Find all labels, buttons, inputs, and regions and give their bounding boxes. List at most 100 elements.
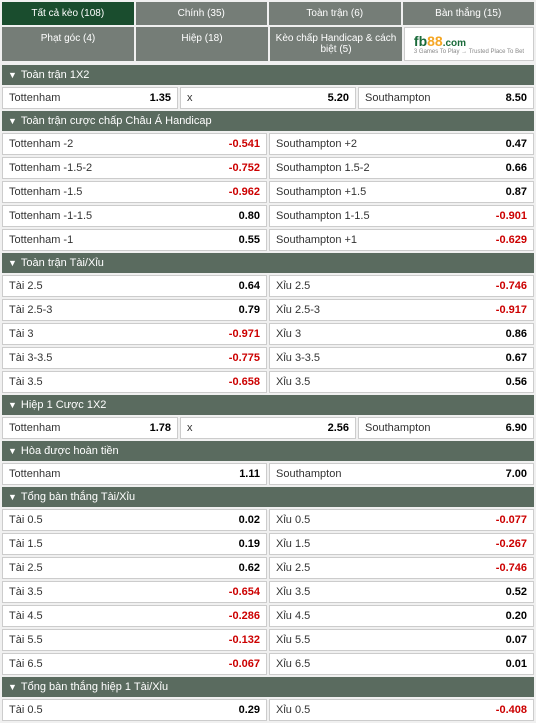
bet-odds: -0.629 (496, 234, 527, 246)
section-header[interactable]: ▼Hiệp 1 Cược 1X2 (2, 395, 534, 415)
bet-label: Tottenham (9, 468, 60, 480)
bet-cell[interactable]: Tài 5.5-0.132 (2, 629, 267, 651)
bet-odds: -0.286 (229, 610, 260, 622)
logo-box: fb88.com3 Games To Play → Trusted Place … (404, 27, 534, 61)
bet-cell[interactable]: Southampton +1 -0.629 (269, 229, 534, 251)
sections-container: ▼Toàn trận 1X2Tottenham1.35x5.20Southamp… (0, 65, 536, 721)
bet-odds: 0.29 (239, 704, 260, 716)
bet-odds: 0.67 (506, 352, 527, 364)
bet-cell[interactable]: Xỉu 0.5-0.408 (269, 699, 534, 721)
section-1: ▼Toàn trận cược chấp Châu Á HandicapTott… (2, 111, 534, 251)
bet-row: Tottenham -1.5-0.962Southampton +1.50.87 (2, 181, 534, 203)
bet-cell[interactable]: x5.20 (180, 87, 356, 109)
tab-2[interactable]: Toàn trận (6) (269, 2, 401, 25)
section-header[interactable]: ▼Tổng bàn thắng hiệp 1 Tài/Xỉu (2, 677, 534, 697)
section-header[interactable]: ▼Toàn trận cược chấp Châu Á Handicap (2, 111, 534, 131)
bet-cell[interactable]: Xỉu 2.5-3-0.917 (269, 299, 534, 321)
bet-label: Southampton (276, 468, 341, 480)
tab2-1[interactable]: Hiệp (18) (136, 27, 268, 61)
bet-cell[interactable]: Southampton +20.47 (269, 133, 534, 155)
section-header[interactable]: ▼Toàn trận 1X2 (2, 65, 534, 85)
bet-label: Tài 0.5 (9, 704, 43, 716)
tabs-row-1: Tất cả kèo (108)Chính (35)Toàn trận (6)B… (0, 0, 536, 27)
bet-cell[interactable]: Tottenham1.78 (2, 417, 178, 439)
tab-1[interactable]: Chính (35) (136, 2, 268, 25)
bet-cell[interactable]: Southampton 1-1.5-0.901 (269, 205, 534, 227)
tab2-0[interactable]: Phạt góc (4) (2, 27, 134, 61)
bet-cell[interactable]: Southampton +1.50.87 (269, 181, 534, 203)
bet-cell[interactable]: Tài 3-3.5-0.775 (2, 347, 267, 369)
tab-0[interactable]: Tất cả kèo (108) (2, 2, 134, 25)
bet-cell[interactable]: Southampton 1.5-20.66 (269, 157, 534, 179)
tab2-2[interactable]: Kèo chấp Handicap & cách biệt (5) (270, 27, 402, 61)
bet-label: Tài 3.5 (9, 586, 43, 598)
bet-cell[interactable]: Tottenham1.11 (2, 463, 267, 485)
bet-cell[interactable]: Xỉu 0.5-0.077 (269, 509, 534, 531)
tab-3[interactable]: Bàn thắng (15) (403, 2, 535, 25)
bet-label: Xỉu 2.5-3 (276, 304, 320, 316)
bet-odds: -0.752 (229, 162, 260, 174)
bet-cell[interactable]: Xỉu 1.5-0.267 (269, 533, 534, 555)
bet-odds: -0.746 (496, 562, 527, 574)
bet-cell[interactable]: Tài 3.5-0.658 (2, 371, 267, 393)
bet-odds: -0.962 (229, 186, 260, 198)
bet-label: Xỉu 2.5 (276, 280, 310, 292)
bet-cell[interactable]: Xỉu 3.50.56 (269, 371, 534, 393)
bet-cell[interactable]: x2.56 (180, 417, 356, 439)
chevron-down-icon: ▼ (8, 400, 17, 410)
bet-cell[interactable]: Xỉu 2.5-0.746 (269, 557, 534, 579)
bet-cell[interactable]: Xỉu 6.50.01 (269, 653, 534, 675)
bet-cell[interactable]: Xỉu 2.5-0.746 (269, 275, 534, 297)
bet-cell[interactable]: Tottenham -10.55 (2, 229, 267, 251)
bet-cell[interactable]: Xỉu 4.50.20 (269, 605, 534, 627)
bet-label: Tài 1.5 (9, 538, 43, 550)
bet-row: Tài 2.50.62Xỉu 2.5-0.746 (2, 557, 534, 579)
bet-cell[interactable]: Tài 0.50.02 (2, 509, 267, 531)
bet-cell[interactable]: Tài 1.50.19 (2, 533, 267, 555)
bet-odds: 0.79 (239, 304, 260, 316)
section-header[interactable]: ▼Tổng bàn thắng Tài/Xỉu (2, 487, 534, 507)
bet-cell[interactable]: Tottenham -1-1.50.80 (2, 205, 267, 227)
logo-subtitle: 3 Games To Play → Trusted Place To Bet (414, 49, 524, 55)
bet-row: Tài 3.5-0.658Xỉu 3.50.56 (2, 371, 534, 393)
section-header[interactable]: ▼Toàn trận Tài/Xỉu (2, 253, 534, 273)
tabs-row-2: Phạt góc (4)Hiệp (18)Kèo chấp Handicap &… (0, 27, 536, 63)
section-header[interactable]: ▼Hòa được hoàn tiền (2, 441, 534, 461)
bet-label: Tài 2.5 (9, 280, 43, 292)
bet-row: Tottenham -2-0.541Southampton +20.47 (2, 133, 534, 155)
bet-label: Xỉu 1.5 (276, 538, 310, 550)
logo: fb88.com (414, 33, 524, 49)
bet-cell[interactable]: Xỉu 3.50.52 (269, 581, 534, 603)
bet-cell[interactable]: Tài 0.5 0.29 (2, 699, 267, 721)
bet-odds: -0.775 (229, 352, 260, 364)
section-title: Tổng bàn thắng hiệp 1 Tài/Xỉu (21, 681, 168, 693)
bet-label: Xỉu 3 (276, 328, 301, 340)
bet-odds: 1.35 (150, 92, 171, 104)
bet-cell[interactable]: Southampton6.90 (358, 417, 534, 439)
bet-cell[interactable]: Tài 3.5-0.654 (2, 581, 267, 603)
bet-row: Tài 0.50.02Xỉu 0.5-0.077 (2, 509, 534, 531)
bet-label: Xỉu 0.5 (276, 704, 310, 716)
bet-cell[interactable]: Tottenham -1.5-2-0.752 (2, 157, 267, 179)
bet-cell[interactable]: Southampton7.00 (269, 463, 534, 485)
bet-cell[interactable]: Southampton8.50 (358, 87, 534, 109)
bet-label: Southampton +1 (276, 234, 357, 246)
bet-label: x (187, 422, 193, 434)
bet-odds: 0.66 (506, 162, 527, 174)
bet-label: x (187, 92, 193, 104)
section-6: ▼Tổng bàn thắng hiệp 1 Tài/Xỉu Tài 0.5 0.2… (2, 677, 534, 721)
bet-cell[interactable]: Tài 3-0.971 (2, 323, 267, 345)
bet-cell[interactable]: Tottenham1.35 (2, 87, 178, 109)
bet-cell[interactable]: Xỉu 3-3.50.67 (269, 347, 534, 369)
bet-cell[interactable]: Tài 4.5-0.286 (2, 605, 267, 627)
bet-cell[interactable]: Xỉu 5.50.07 (269, 629, 534, 651)
bet-cell[interactable]: Tottenham -2-0.541 (2, 133, 267, 155)
bet-cell[interactable]: Tài 6.5-0.067 (2, 653, 267, 675)
bet-cell[interactable]: Xỉu 30.86 (269, 323, 534, 345)
bet-cell[interactable]: Tài 2.50.62 (2, 557, 267, 579)
bet-label: Tài 3 (9, 328, 33, 340)
bet-cell[interactable]: Tottenham -1.5-0.962 (2, 181, 267, 203)
bet-cell[interactable]: Tài 2.5-30.79 (2, 299, 267, 321)
bet-cell[interactable]: Tài 2.50.64 (2, 275, 267, 297)
bet-odds: -0.658 (229, 376, 260, 388)
